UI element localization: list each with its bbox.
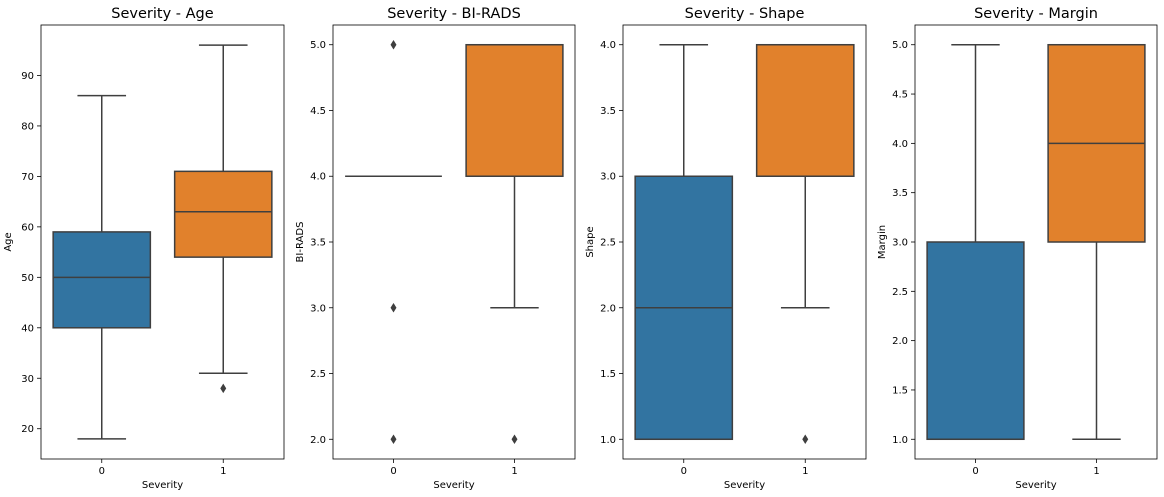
y-tick-label: 1.5 xyxy=(892,385,908,396)
y-axis-label: BI-RADS xyxy=(295,222,306,263)
y-tick-label: 5.0 xyxy=(892,40,908,51)
box-body xyxy=(465,43,564,177)
y-tick-label: 1.0 xyxy=(892,435,908,446)
x-tick-label: 0 xyxy=(681,466,687,477)
y-tick-label: 2.5 xyxy=(892,287,908,298)
y-tick-label: 3.0 xyxy=(892,238,908,249)
outlier-point xyxy=(390,39,397,50)
subplot-title: Severity - Margin xyxy=(974,6,1098,22)
outlier-point xyxy=(802,434,809,445)
box-1 xyxy=(1047,43,1146,441)
x-axis-label: Severity xyxy=(142,480,183,491)
y-tick-label: 2.0 xyxy=(600,303,616,314)
box-1 xyxy=(173,44,273,394)
plot-frame xyxy=(332,24,576,460)
box-0 xyxy=(634,43,734,441)
y-tick-label: 20 xyxy=(21,424,34,435)
y-tick-label: 2.0 xyxy=(892,336,908,347)
y-tick-label: 4.0 xyxy=(892,139,908,150)
y-axis-label: Shape xyxy=(585,226,596,257)
x-axis-label: Severity xyxy=(1015,480,1056,491)
y-tick-label: 3.0 xyxy=(310,303,326,314)
outlier-point xyxy=(511,434,518,445)
y-tick-label: 4.5 xyxy=(310,106,326,117)
box-1 xyxy=(465,43,564,445)
subplot-3: Severity - Shape 1.0 1.5 2.0 2.5 3.0 3.5 4.0 0 1 S… xyxy=(585,6,867,491)
y-tick-label: 30 xyxy=(21,374,34,385)
subplot-2: Severity - BI-RADS 2.0 2.5 3.0 3.5 4.0 4.5 5.0 0… xyxy=(295,6,576,491)
subplot-1: Severity - Age 20 30 40 50 60 70 80 90 0 1 Severity… xyxy=(3,6,285,491)
y-tick-label: 4.5 xyxy=(892,90,908,101)
box-body xyxy=(173,170,273,258)
y-tick-label: 1.0 xyxy=(600,435,616,446)
y-tick-label: 2.5 xyxy=(310,369,326,380)
x-tick-label: 1 xyxy=(511,466,517,477)
outlier-point xyxy=(220,383,227,394)
x-tick-label: 1 xyxy=(802,466,808,477)
y-tick-label: 50 xyxy=(21,273,34,284)
box-body xyxy=(52,231,152,329)
y-tick-label: 60 xyxy=(21,222,34,233)
outlier-point xyxy=(390,434,397,445)
box-body xyxy=(755,43,855,177)
y-tick-label: 70 xyxy=(21,172,34,183)
x-tick-label: 1 xyxy=(220,466,226,477)
box-body xyxy=(926,241,1025,441)
y-tick-label: 2.0 xyxy=(310,435,326,446)
y-tick-label: 5.0 xyxy=(310,40,326,51)
x-tick-label: 0 xyxy=(390,466,396,477)
subplot-title: Severity - Shape xyxy=(685,6,805,22)
box-0 xyxy=(926,43,1025,441)
y-tick-label: 80 xyxy=(21,121,34,132)
plot-frame xyxy=(40,24,285,460)
box-0 xyxy=(52,94,152,440)
y-tick-label: 1.5 xyxy=(600,369,616,380)
y-tick-label: 3.5 xyxy=(600,106,616,117)
y-tick-label: 3.5 xyxy=(892,188,908,199)
y-axis-label: Age xyxy=(3,232,14,251)
y-tick-label: 4.0 xyxy=(310,172,326,183)
outlier-point xyxy=(390,303,397,313)
plot-frame xyxy=(622,24,867,460)
subplot-title: Severity - BI-RADS xyxy=(387,6,521,22)
y-tick-label: 90 xyxy=(21,71,34,82)
box-1 xyxy=(755,43,855,445)
y-tick-label: 3.5 xyxy=(310,238,326,249)
y-tick-label: 2.5 xyxy=(600,238,616,249)
y-tick-label: 3.0 xyxy=(600,172,616,183)
y-axis-label: Margin xyxy=(877,225,888,259)
x-axis-label: Severity xyxy=(433,480,474,491)
subplot-title: Severity - Age xyxy=(111,6,213,22)
y-tick-label: 40 xyxy=(21,323,34,334)
plot-frame xyxy=(914,24,1158,460)
x-tick-label: 0 xyxy=(972,466,978,477)
x-axis-label: Severity xyxy=(724,480,765,491)
box-0 xyxy=(345,39,442,445)
x-tick-label: 0 xyxy=(99,466,105,477)
x-tick-label: 1 xyxy=(1093,466,1099,477)
y-tick-label: 4.0 xyxy=(600,40,616,51)
subplot-4: Severity - Margin 1.0 1.5 2.0 2.5 3.0 3.5 4.0 4.… xyxy=(877,6,1158,491)
